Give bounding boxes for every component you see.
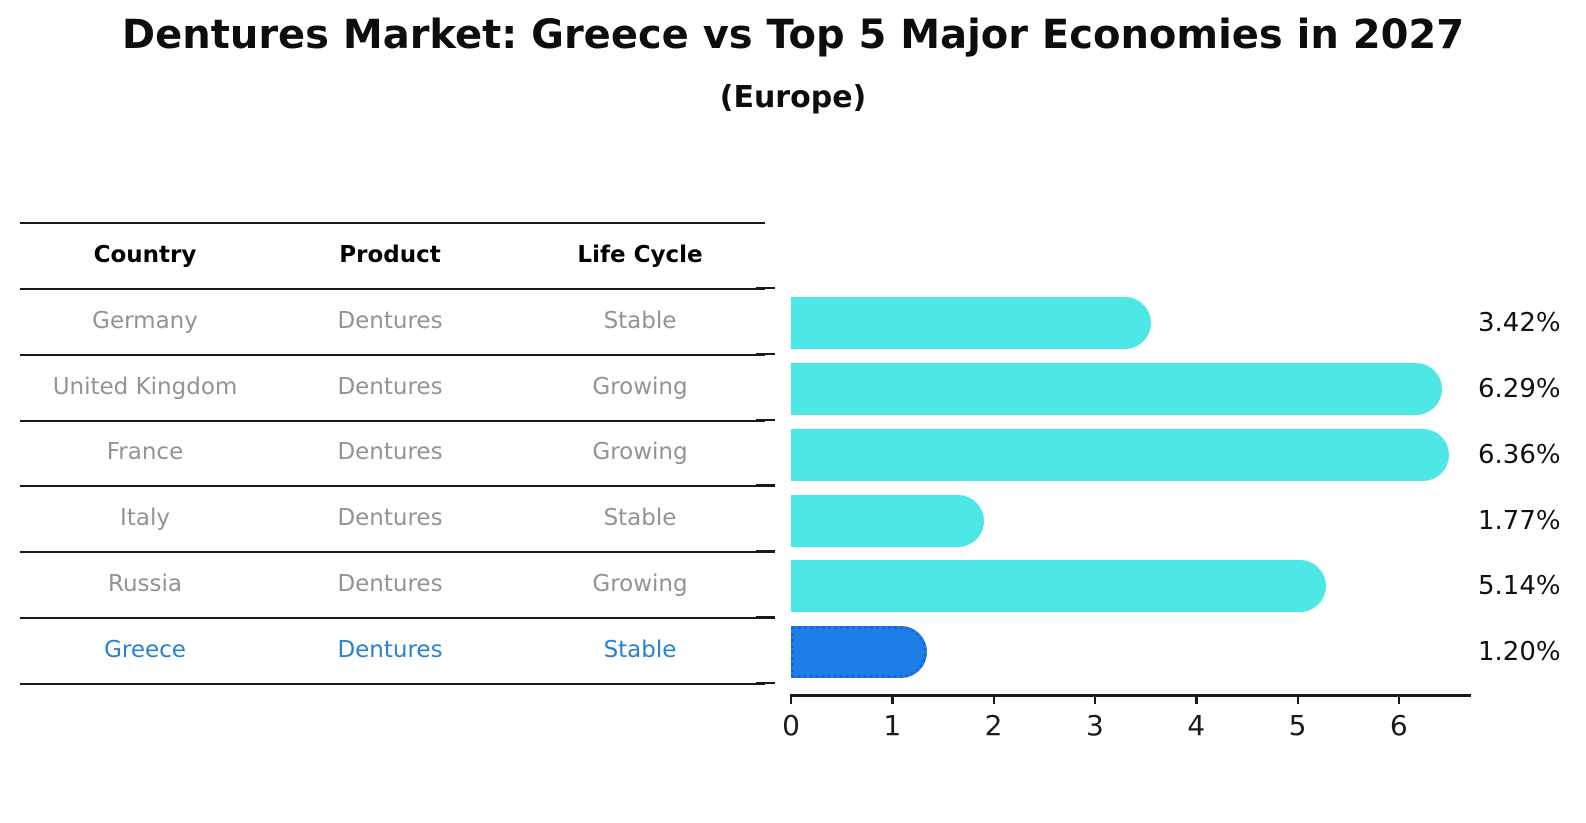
y-axis-tick (756, 681, 775, 685)
row-life-cycle-cell: Growing (592, 571, 688, 598)
bar (791, 362, 1443, 415)
row-product-cell: Dentures (337, 373, 443, 400)
x-axis-tick (1397, 695, 1401, 704)
y-axis-tick (756, 418, 775, 421)
y-axis-tick (756, 484, 775, 487)
bar-value-label: 5.14% (1478, 571, 1561, 602)
x-axis-tick-label: 0 (782, 709, 800, 742)
row-life-cycle-cell: Stable (603, 505, 677, 532)
row-life-cycle-cell: Growing (592, 373, 688, 400)
row-country-cell: Italy (120, 505, 170, 532)
table-line (20, 222, 765, 224)
row-country-cell: Greece (104, 637, 186, 664)
bar (791, 297, 1152, 349)
x-axis-tick (891, 695, 894, 704)
y-axis-tick (756, 352, 775, 356)
column-header-country: Country (93, 242, 197, 268)
row-product-cell: Dentures (337, 637, 443, 664)
x-axis-tick-label: 2 (984, 709, 1003, 742)
row-country-cell: United Kingdom (52, 373, 238, 400)
column-header-product: Product (339, 242, 441, 268)
row-country-cell: Germany (92, 307, 198, 334)
row-country-cell: Russia (108, 571, 182, 598)
y-axis-tick (756, 286, 775, 290)
row-product-cell: Dentures (337, 505, 443, 532)
bar-value-label: 1.20% (1478, 637, 1561, 668)
row-product-cell: Dentures (337, 307, 443, 334)
table-line (20, 287, 765, 290)
bar (791, 560, 1326, 613)
bar-value-label: 3.42% (1478, 308, 1561, 338)
bar (791, 494, 985, 547)
table-line (20, 617, 765, 620)
bar (791, 428, 1450, 481)
chart-subtitle: (Europe) (719, 80, 867, 115)
bar-value-label: 1.77% (1478, 505, 1561, 536)
row-life-cycle-cell: Stable (603, 307, 677, 334)
x-axis-line (790, 694, 1471, 697)
row-country-cell: France (106, 439, 184, 466)
column-header-life-cycle: Life Cycle (577, 242, 703, 268)
row-product-cell: Dentures (337, 439, 443, 466)
y-axis-tick (756, 550, 775, 553)
table-line (20, 682, 765, 685)
bar-value-label: 6.36% (1478, 439, 1561, 470)
row-life-cycle-cell: Growing (592, 439, 688, 466)
row-product-cell: Dentures (337, 571, 443, 598)
x-axis-tick-label: 3 (1085, 709, 1104, 742)
x-axis-tick-label: 6 (1389, 709, 1408, 742)
y-axis-tick (756, 616, 775, 619)
row-life-cycle-cell: Stable (603, 637, 677, 664)
bar-value-label: 6.29% (1478, 373, 1561, 404)
x-axis-tick (1195, 695, 1198, 704)
x-axis-tick (790, 695, 793, 704)
bar-greece-highlighted (791, 626, 927, 679)
x-axis-tick-label: 5 (1288, 709, 1307, 742)
table-line (20, 551, 765, 554)
chart-title: Dentures Market: Greece vs Top 5 Major E… (121, 12, 1465, 58)
x-axis-tick (1296, 695, 1299, 704)
x-axis-tick (992, 695, 995, 704)
x-axis-tick-label: 1 (883, 709, 902, 742)
table-line (20, 353, 765, 356)
x-axis-tick-label: 4 (1187, 709, 1206, 742)
table-line (20, 419, 765, 422)
table-line (20, 485, 765, 488)
x-axis-tick (1093, 695, 1097, 704)
